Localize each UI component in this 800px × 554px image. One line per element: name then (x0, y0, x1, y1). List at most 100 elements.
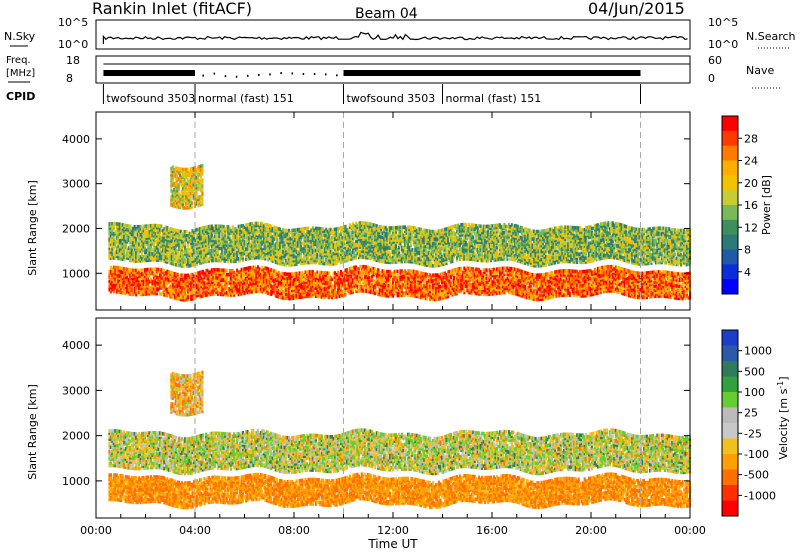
heatmap-cell (150, 254, 153, 258)
heatmap-cell (193, 232, 196, 237)
heatmap-cell (118, 248, 121, 253)
heatmap-cell (124, 243, 127, 248)
freq-dot (313, 72, 316, 75)
heatmap-cell (144, 224, 147, 229)
heatmap-cell (233, 241, 236, 245)
heatmap-cell (170, 245, 173, 250)
heatmap-cell (215, 252, 218, 257)
heatmap-cell (199, 259, 202, 263)
heatmap-cell (176, 259, 179, 263)
heatmap-cell (167, 240, 170, 245)
heatmap-cell (224, 231, 227, 235)
heatmap-cell (133, 249, 136, 253)
heatmap-cell (138, 247, 141, 251)
heatmap-cell (179, 235, 182, 240)
heatmap-cell (237, 230, 240, 235)
heatmap-cell (221, 236, 224, 241)
heatmap-cell (136, 225, 139, 229)
heatmap-cell (175, 240, 178, 245)
heatmap-cell (164, 237, 167, 242)
heatmap-cell (199, 251, 202, 255)
heatmap-cell (207, 226, 210, 231)
heatmap-cell (199, 231, 202, 235)
heatmap-cell (133, 259, 136, 263)
heatmap-cell (136, 257, 139, 261)
heatmap-cell (218, 224, 221, 229)
heatmap-cell (167, 254, 170, 259)
heatmap-cell (207, 245, 210, 249)
heatmap-cell (204, 255, 207, 260)
date-label: 04/Jun/2015 (588, 0, 685, 18)
heatmap-cell (117, 250, 120, 255)
heatmap-cell (133, 226, 136, 231)
heatmap-cell (135, 247, 138, 251)
heatmap-cell (184, 250, 187, 254)
heatmap-cell (190, 263, 193, 268)
heatmap-cell (157, 224, 160, 228)
heatmap-cell (190, 251, 193, 256)
heatmap-cell (130, 250, 133, 255)
heatmap-cell (169, 249, 172, 253)
heatmap-cell (234, 241, 237, 245)
heatmap-cell (172, 241, 175, 246)
heatmap-cell (209, 250, 212, 255)
heatmap-cell (117, 222, 120, 226)
heatmap-cell (115, 228, 118, 232)
heatmap-cell (228, 249, 231, 254)
heatmap-cell (145, 234, 148, 238)
heatmap-cell (222, 245, 225, 249)
heatmap-cell (187, 264, 190, 268)
heatmap-cell (175, 228, 178, 233)
heatmap-cell (237, 246, 240, 251)
heatmap-cell (191, 241, 194, 245)
heatmap-cell (152, 252, 155, 256)
heatmap-cell (236, 245, 239, 249)
heatmap-cell (115, 232, 118, 236)
heatmap-cell (144, 254, 147, 259)
heatmap-cell (164, 255, 167, 260)
heatmap-cell (166, 254, 169, 258)
heatmap-cell (132, 253, 135, 257)
heatmap-cell (215, 242, 218, 247)
heatmap-cell (129, 252, 132, 257)
heatmap-cell (166, 240, 169, 244)
heatmap-cell (239, 248, 242, 253)
heatmap-cell (161, 230, 164, 235)
heatmap-cell (148, 236, 151, 240)
heatmap-cell (121, 243, 124, 247)
heatmap-cell (139, 241, 142, 245)
heatmap-cell (132, 242, 135, 247)
heatmap-cell (233, 233, 236, 237)
heatmap-cell (145, 232, 148, 236)
heatmap-cell (138, 226, 141, 231)
heatmap-cell (185, 238, 188, 242)
heatmap-cell (120, 249, 123, 253)
heatmap-cell (161, 253, 164, 257)
heatmap-cell (164, 231, 167, 236)
heatmap-cell (197, 235, 200, 240)
heatmap-cell (178, 239, 181, 244)
heatmap-cell (142, 240, 145, 245)
heatmap-cell (228, 257, 231, 262)
heatmap-cell (147, 256, 150, 260)
heatmap-cell (120, 240, 123, 245)
heatmap-cell (155, 240, 158, 244)
heatmap-cell (178, 243, 181, 248)
heatmap-cell (129, 232, 132, 237)
heatmap-cell (207, 257, 210, 261)
heatmap-cell (178, 237, 181, 242)
heatmap-cell (130, 238, 133, 243)
heatmap-cell (216, 240, 219, 245)
heatmap-cell (219, 224, 222, 229)
heatmap-cell (144, 242, 147, 247)
heatmap-cell (167, 238, 170, 243)
heatmap-cell (147, 226, 150, 230)
heatmap-cell (204, 233, 207, 238)
heatmap-cell (185, 258, 188, 262)
heatmap-cell (109, 242, 112, 246)
heatmap-cell (158, 244, 161, 248)
heatmap-cell (224, 243, 227, 247)
heatmap-cell (239, 226, 242, 231)
heatmap-cell (216, 238, 219, 243)
heatmap-cell (109, 254, 112, 258)
